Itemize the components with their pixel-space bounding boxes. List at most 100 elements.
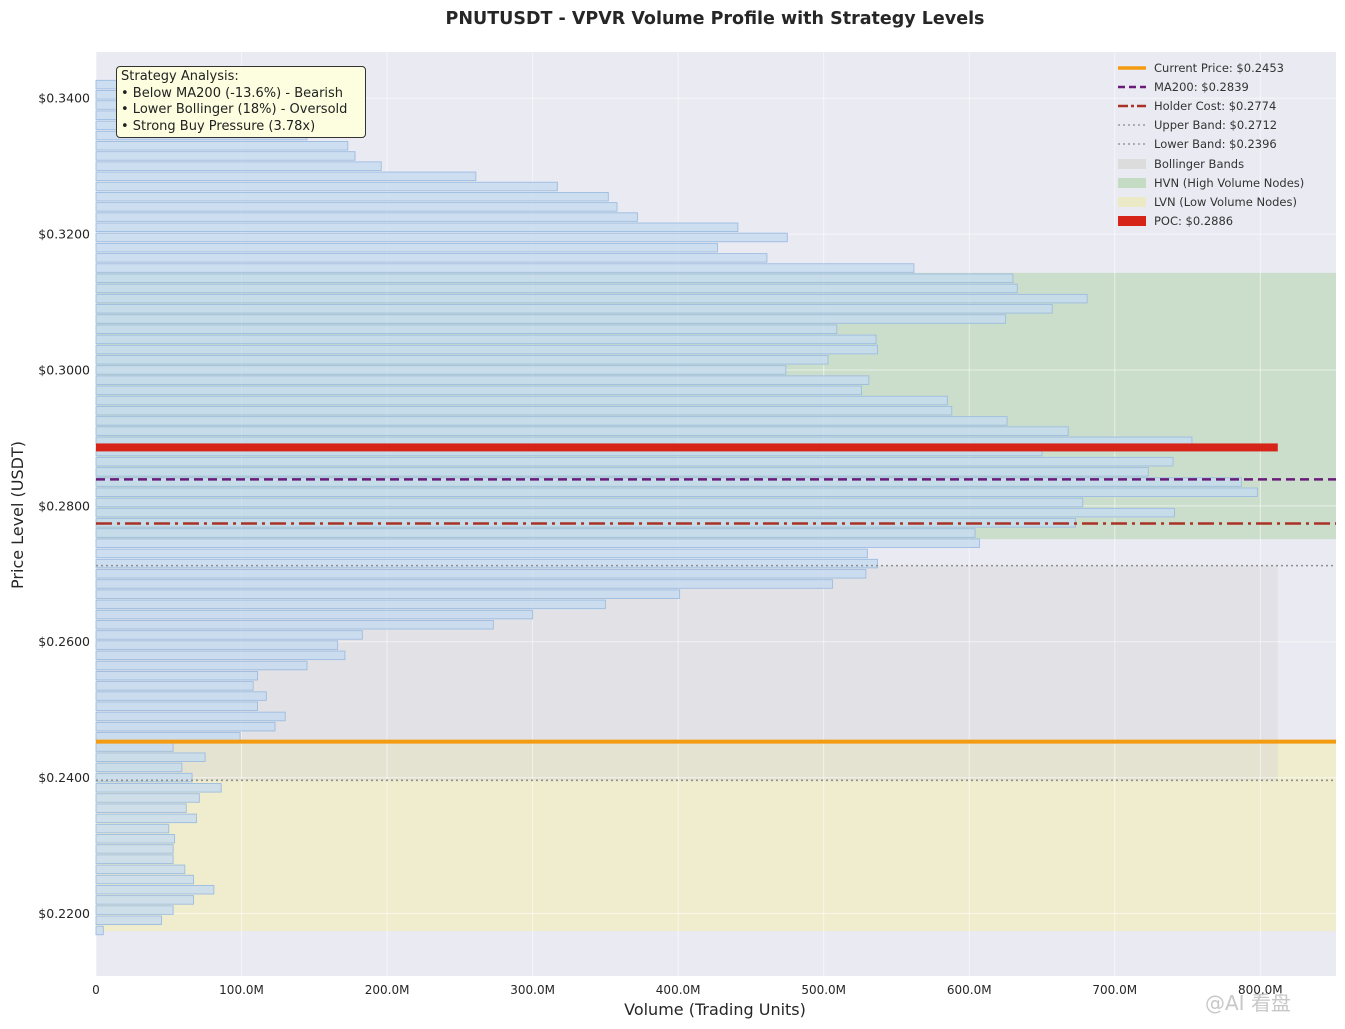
volume-bar: [95, 905, 174, 915]
volume-bar: [95, 232, 788, 243]
volume-bar: [95, 660, 308, 671]
x-tick-label: 400.0M: [656, 983, 701, 997]
volume-bar: [95, 925, 104, 936]
legend-swatch: [1118, 65, 1146, 70]
volume-bar: [95, 507, 1175, 518]
volume-bar: [95, 263, 915, 273]
volume-bar: [95, 253, 768, 263]
volume-bar: [95, 813, 197, 824]
volume-bar: [95, 212, 638, 222]
legend-label: Holder Cost: $0.2774: [1154, 98, 1277, 113]
volume-bar: [95, 456, 1174, 467]
legend-item: POC: $0.2886: [1118, 212, 1332, 231]
x-axis-ticks: 0 100.0M 200.0M 300.0M 400.0M 500.0M 600.0M 700…: [92, 983, 1282, 997]
x-tick-label: 300.0M: [510, 983, 555, 997]
chart-title: PNUTUSDT - VPVR Volume Profile with Stra…: [446, 9, 985, 29]
volume-bar: [95, 273, 1014, 283]
x-tick-label: 600.0M: [947, 983, 992, 997]
annotation-line: Strategy Analysis:: [121, 69, 239, 84]
y-tick-label: $0.3000: [38, 362, 90, 377]
volume-bar: [95, 467, 1149, 477]
volume-bar: [95, 915, 162, 926]
volume-bar: [95, 803, 187, 813]
volume-bar: [95, 844, 174, 854]
volume-bar: [95, 783, 222, 793]
volume-bar: [95, 620, 494, 630]
volume-bar: [95, 426, 1069, 436]
legend-label: HVN (High Volume Nodes): [1154, 175, 1305, 190]
volume-bar: [95, 752, 206, 762]
volume-bar: [95, 793, 200, 803]
volume-bar: [95, 304, 1053, 314]
volume-bar: [95, 477, 1242, 487]
legend-label: Upper Band: $0.2712: [1154, 118, 1278, 133]
volume-bar: [95, 283, 1018, 294]
level-lines: [96, 443, 1336, 782]
legend-item: HVN (High Volume Nodes): [1118, 173, 1332, 192]
volume-bar: [95, 742, 174, 752]
volume-bar: [95, 823, 170, 834]
legend-item: Lower Band: $0.2396: [1118, 135, 1332, 154]
legend-swatch: [1118, 177, 1146, 188]
legend-item: Upper Band: $0.2712: [1118, 116, 1332, 135]
annotation-line: • Below MA200 (-13.6%) - Bearish: [121, 85, 344, 101]
legend-swatch: [1118, 104, 1146, 108]
legend-swatch: [1118, 85, 1146, 89]
annotation-line: • Strong Buy Pressure (3.78x): [121, 118, 316, 134]
volume-bar: [95, 650, 346, 661]
volume-bar: [95, 538, 980, 548]
volume-bar: [95, 293, 1088, 304]
legend-label: MA200: $0.2839: [1154, 79, 1249, 94]
volume-bar: [95, 772, 193, 783]
volume-bar: [95, 151, 356, 161]
legend-swatch: [1118, 158, 1146, 169]
legend-label: Lower Band: $0.2396: [1154, 137, 1277, 152]
volume-bar: [95, 864, 186, 875]
volume-bar: [95, 528, 976, 538]
volume-bar: [95, 874, 194, 885]
lvn-zone: [96, 741, 1336, 932]
volume-bar: [95, 589, 681, 599]
legend-label: LVN (Low Volume Nodes): [1154, 194, 1297, 209]
annotation-line: • Lower Bollinger (18%) - Oversold: [121, 102, 348, 117]
x-tick-label: 800.0M: [1238, 983, 1283, 997]
legend-patch: [1118, 196, 1146, 207]
volume-bar: [95, 416, 1008, 426]
volume-bar: [95, 385, 862, 396]
volume-bar: [95, 691, 267, 701]
volume-bar: [95, 324, 838, 334]
x-tick-label: 200.0M: [365, 983, 410, 997]
volume-bar: [95, 630, 363, 640]
y-axis-label: Price Level (USDT): [8, 441, 27, 589]
legend-label: POC: $0.2886: [1154, 214, 1234, 229]
x-tick-label: 0: [92, 983, 100, 997]
volume-bar: [95, 395, 948, 406]
volume-bar: [95, 171, 477, 182]
legend-label: Bollinger Bands: [1154, 156, 1245, 171]
volume-bar: [95, 242, 718, 253]
volume-bar: [95, 487, 1258, 497]
volume-bar: [95, 558, 878, 569]
legend-item: Bollinger Bands: [1118, 154, 1332, 173]
volume-bar: [95, 375, 870, 385]
legend-item: Holder Cost: $0.2774: [1118, 96, 1332, 115]
legend-patch: [1118, 177, 1146, 188]
legend-item: Current Price: $0.2453: [1118, 58, 1332, 77]
volume-bar: [95, 222, 739, 233]
legend-swatch: [1118, 216, 1146, 227]
volume-bar: [95, 141, 349, 151]
volume-bar: [95, 334, 877, 345]
y-tick-label: $0.2800: [38, 498, 90, 513]
x-axis-label: Volume (Trading Units): [624, 1000, 806, 1019]
x-tick-label: 100.0M: [219, 983, 264, 997]
legend-item: MA200: $0.2839: [1118, 77, 1332, 96]
volume-bar: [95, 711, 286, 722]
volume-bar: [95, 355, 829, 365]
volume-bar: [95, 670, 258, 681]
volume-bar: [95, 599, 606, 610]
volume-bar: [95, 895, 194, 905]
y-tick-label: $0.2400: [38, 770, 90, 785]
y-tick-label: $0.3200: [38, 227, 90, 242]
y-tick-label: $0.2600: [38, 634, 90, 649]
